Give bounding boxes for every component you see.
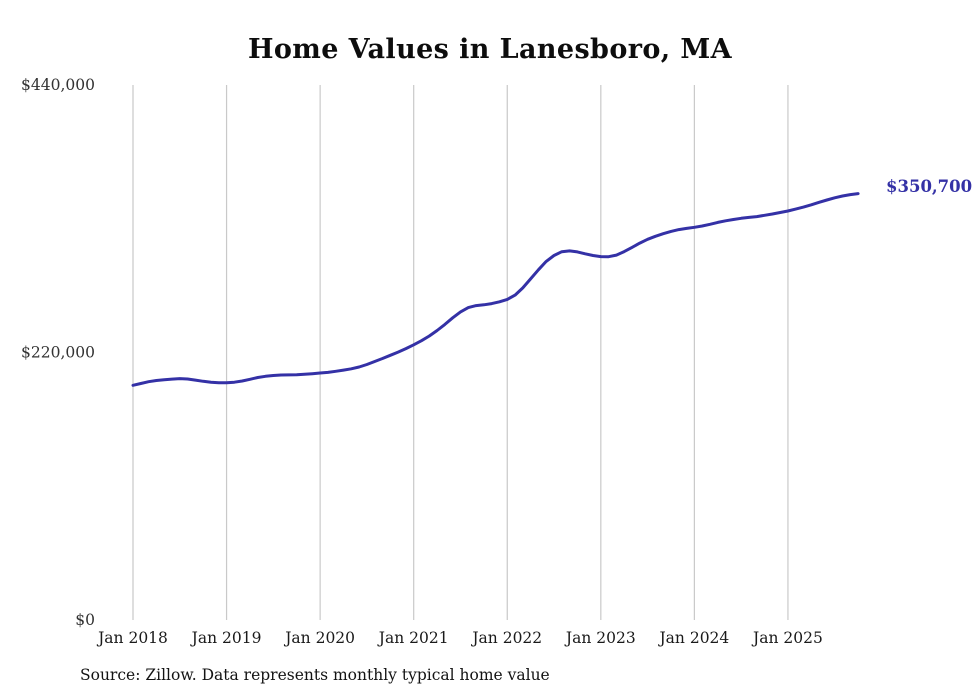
x-tick-label: Jan 2020 <box>283 629 355 647</box>
x-tick-label: Jan 2018 <box>96 629 168 647</box>
chart-title: Home Values in Lanesboro, MA <box>247 34 733 65</box>
x-tick-label: Jan 2022 <box>470 629 542 647</box>
y-tick-label: $0 <box>75 611 95 629</box>
x-tick-label: Jan 2024 <box>657 629 729 647</box>
y-tick-label: $440,000 <box>21 76 95 94</box>
y-tick-label: $220,000 <box>21 344 95 362</box>
source-note: Source: Zillow. Data represents monthly … <box>80 666 550 684</box>
x-tick-label: Jan 2019 <box>190 629 262 647</box>
x-tick-label: Jan 2023 <box>564 629 636 647</box>
latest-value-label: $350,700 <box>886 177 973 196</box>
x-tick-label: Jan 2025 <box>751 629 823 647</box>
x-tick-label: Jan 2021 <box>377 629 449 647</box>
home-value-line <box>131 192 860 387</box>
